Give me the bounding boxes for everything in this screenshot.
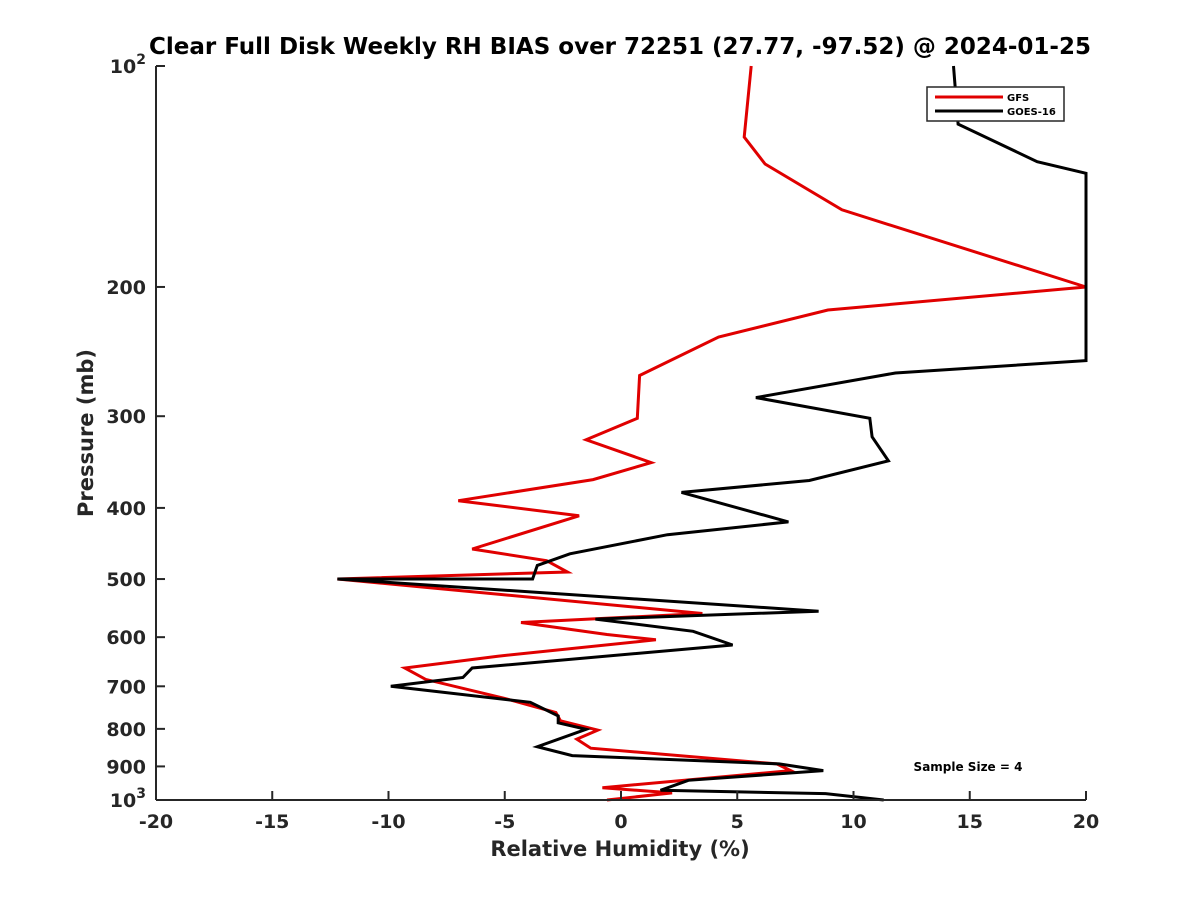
x-tick-label: -15 xyxy=(255,811,289,833)
legend: GFS GOES-16 xyxy=(926,86,1065,122)
x-tick-label: -10 xyxy=(371,811,405,833)
y-tick-label: 200 xyxy=(106,277,146,299)
x-tick-label: 10 xyxy=(840,811,866,833)
y-tick-label: 400 xyxy=(106,498,146,520)
chart-title: Clear Full Disk Weekly RH BIAS over 7225… xyxy=(149,34,1091,60)
series-line-gfs xyxy=(337,65,1087,802)
legend-label-gfs: GFS xyxy=(1007,93,1029,104)
x-tick-label: 0 xyxy=(614,811,627,833)
y-tick-label: 800 xyxy=(106,719,146,741)
legend-box xyxy=(926,86,1065,122)
plot-background xyxy=(156,66,1086,800)
series-line-goes16 xyxy=(337,65,1088,802)
x-tick-label: -5 xyxy=(494,811,515,833)
x-tick-label: 15 xyxy=(957,811,983,833)
y-tick-label: 300 xyxy=(106,406,146,428)
x-tick-label: -20 xyxy=(139,811,173,833)
x-axis-label: Relative Humidity (%) xyxy=(490,837,749,861)
y-tick-label: 600 xyxy=(106,627,146,649)
series-layer xyxy=(337,65,1088,802)
y-tick-label: 900 xyxy=(106,756,146,778)
x-tick-label: 20 xyxy=(1073,811,1099,833)
y-tick-label: 700 xyxy=(106,676,146,698)
y-tick-label: 500 xyxy=(106,569,146,591)
sample-size-note: Sample Size = 4 xyxy=(914,760,1023,774)
y-axis-ticks: 102 200 300 400 500 600 700 800 900 103 xyxy=(106,52,165,812)
legend-label-goes16: GOES-16 xyxy=(1007,107,1056,118)
y-tick-label: 102 xyxy=(110,52,146,78)
x-axis-ticks: -20 -15 -10 -5 0 5 10 15 20 xyxy=(139,791,1099,833)
plot-area: -20 -15 -10 -5 0 5 10 15 20 102 200 300 400 500 600 70… xyxy=(106,52,1099,833)
y-axis-label: Pressure (mb) xyxy=(74,349,98,517)
y-tick-label: 103 xyxy=(110,786,146,812)
x-tick-label: 5 xyxy=(731,811,744,833)
